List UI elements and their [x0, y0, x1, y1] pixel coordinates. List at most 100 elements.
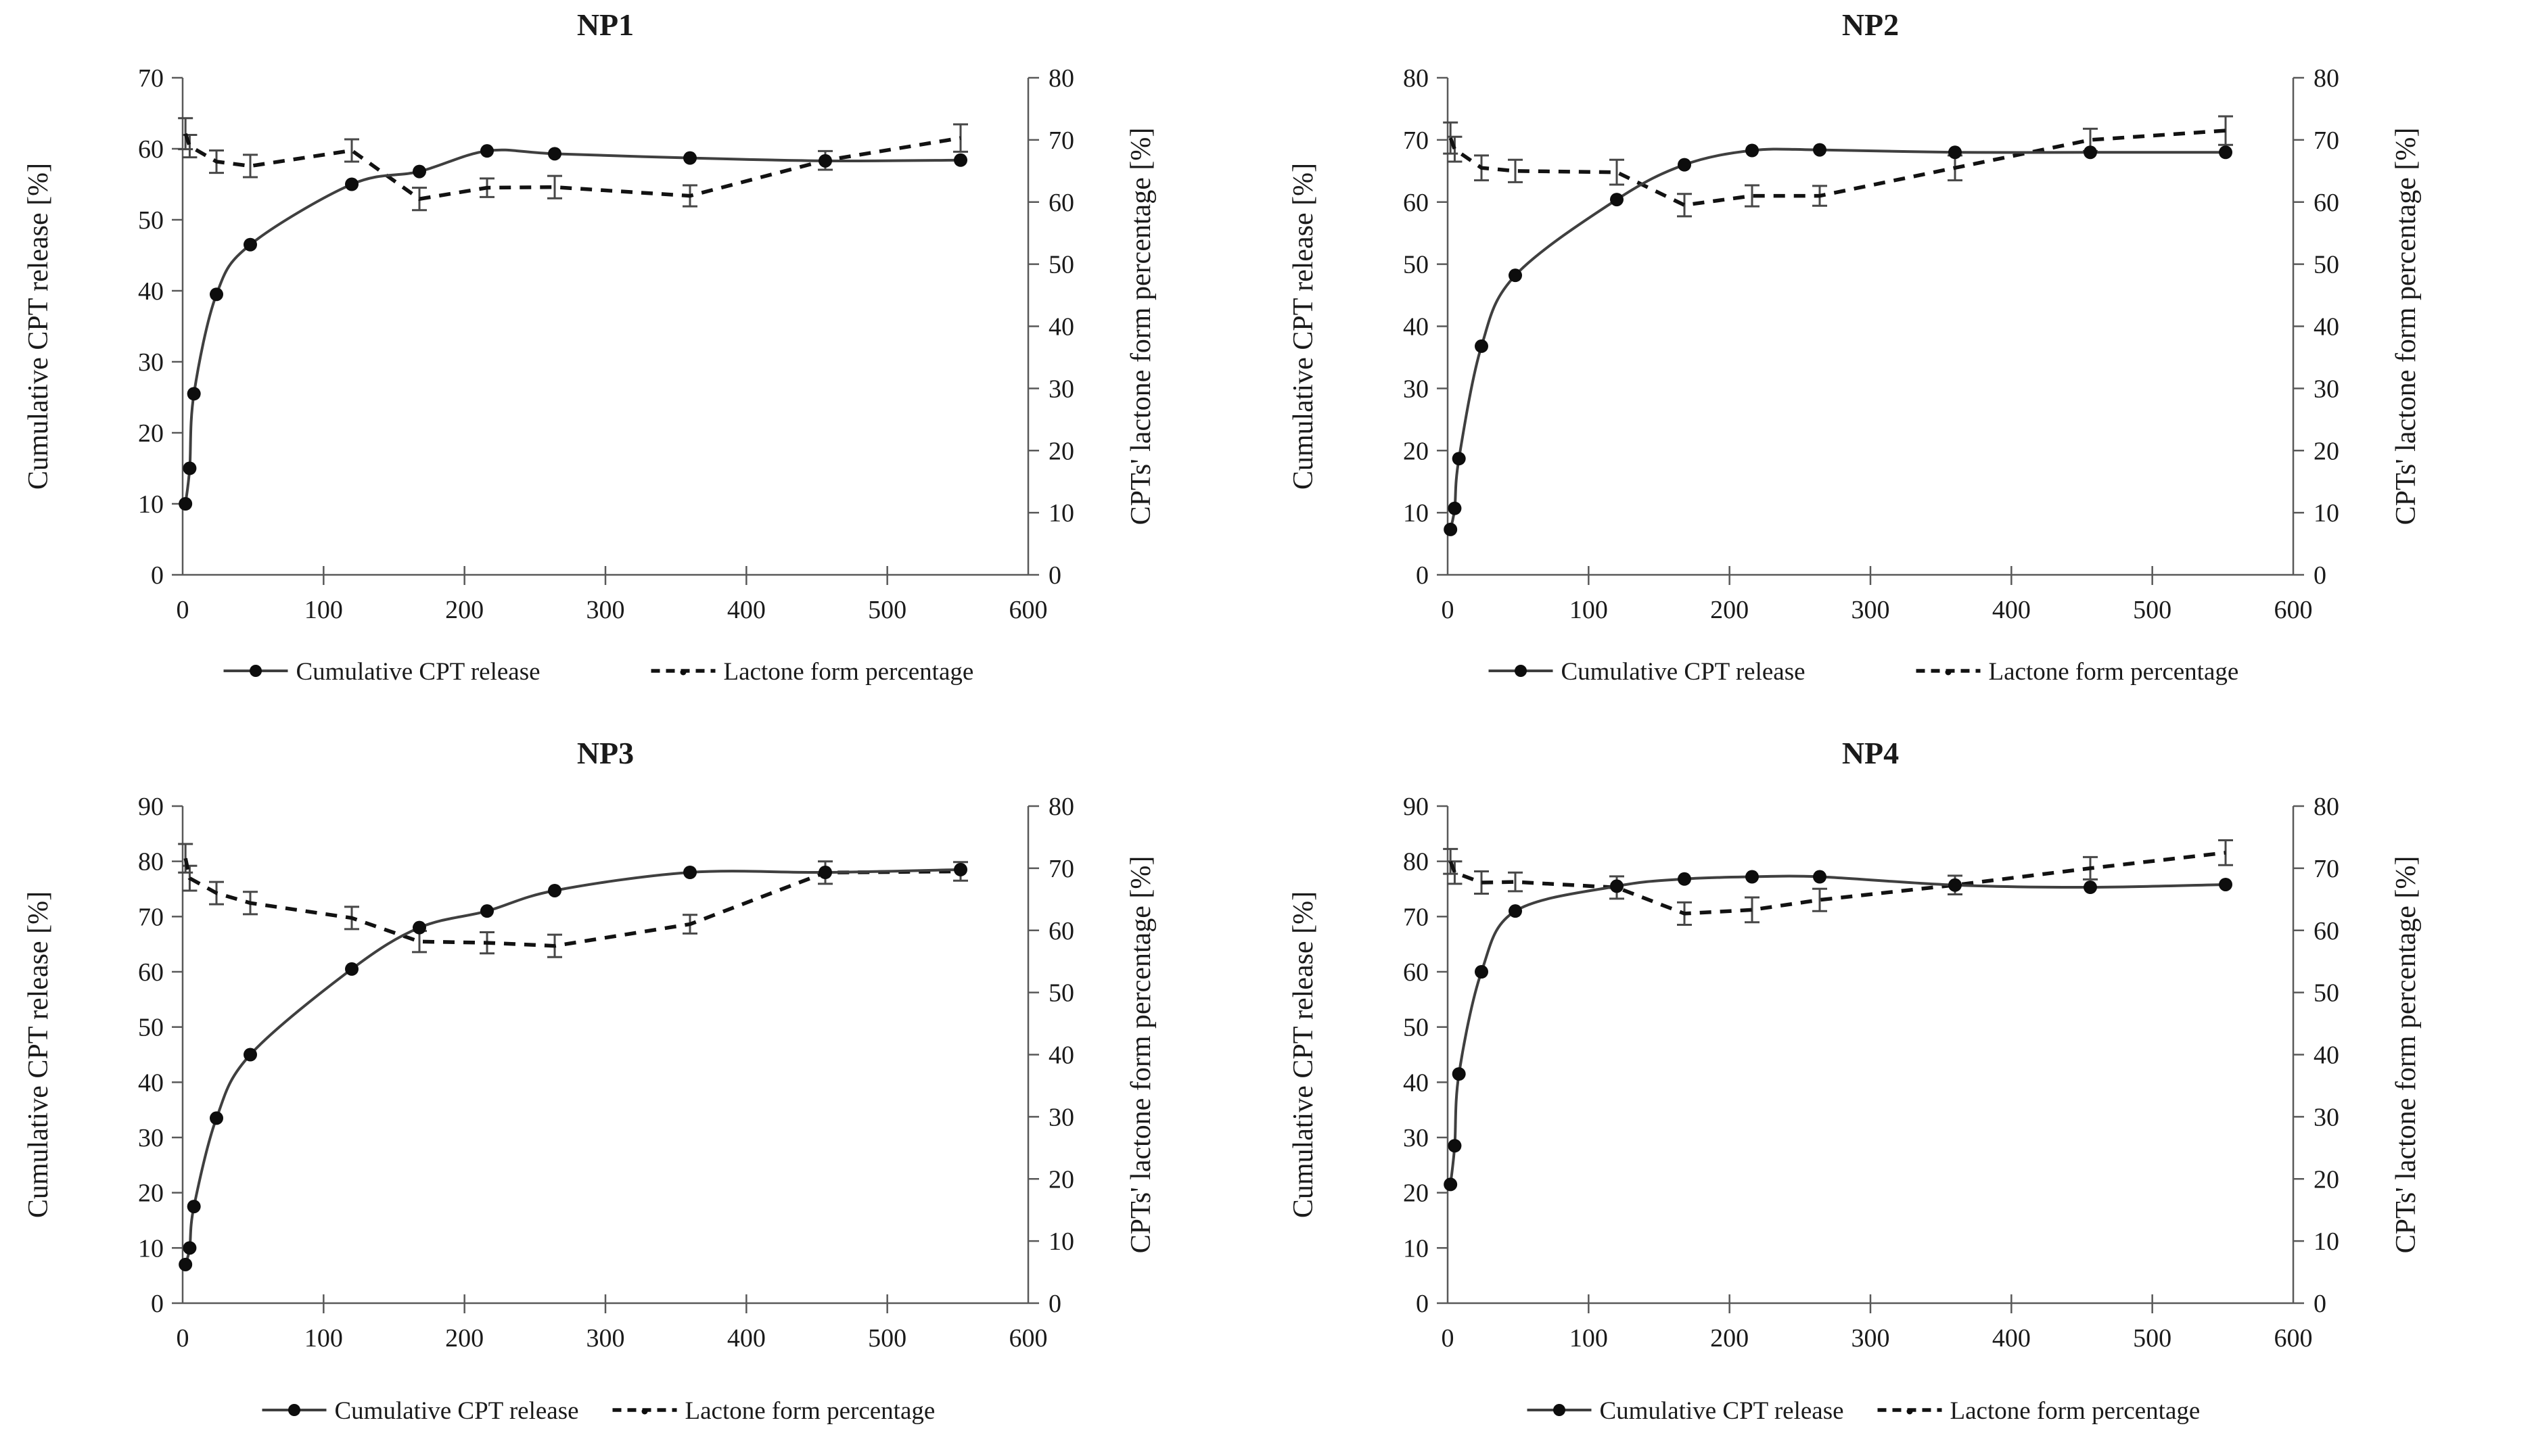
svg-text:300: 300 — [586, 596, 625, 624]
svg-text:Cumulative CPT release [%]: Cumulative CPT release [%] — [23, 891, 54, 1218]
svg-text:0: 0 — [1049, 1290, 1061, 1318]
svg-text:20: 20 — [138, 1179, 164, 1208]
left-y-axis: 0 10 20 30 40 50 60 70 80 90 — [138, 793, 184, 1318]
svg-text:60: 60 — [138, 135, 164, 164]
svg-text:0: 0 — [1416, 1290, 1429, 1318]
svg-text:500: 500 — [2133, 1324, 2171, 1353]
svg-text:40: 40 — [1403, 1068, 1429, 1097]
svg-text:70: 70 — [1403, 903, 1429, 931]
svg-text:30: 30 — [2314, 1103, 2339, 1131]
svg-text:500: 500 — [868, 596, 906, 624]
svg-text:70: 70 — [2314, 126, 2339, 155]
svg-text:50: 50 — [1049, 251, 1074, 279]
svg-text:80: 80 — [2314, 64, 2339, 93]
series-cumulative-cpt-release — [179, 862, 967, 1271]
chart-panel-np1: NP1 0 10 20 30 40 50 60 70 Cumulative CPT release… — [0, 0, 1265, 728]
svg-text:0: 0 — [177, 596, 189, 624]
svg-text:10: 10 — [1049, 499, 1074, 527]
svg-text:70: 70 — [1403, 126, 1429, 155]
right-y-axis: 0 10 20 30 40 50 60 70 80 — [2292, 64, 2339, 590]
svg-text:10: 10 — [138, 490, 164, 519]
svg-text:Lactone form percentage: Lactone form percentage — [724, 658, 974, 686]
svg-text:80: 80 — [1403, 848, 1429, 876]
svg-text:300: 300 — [1852, 1324, 1890, 1353]
svg-text:20: 20 — [1049, 1165, 1074, 1194]
right-y-axis: 0 10 20 30 40 50 60 70 80 — [2292, 793, 2339, 1318]
x-axis: 0 100 200 300 400 500 600 — [177, 566, 1048, 624]
svg-text:50: 50 — [1403, 251, 1429, 279]
svg-text:200: 200 — [445, 1324, 484, 1353]
svg-text:NP4: NP4 — [1842, 736, 1899, 770]
left-y-axis: 0 10 20 30 40 50 60 70 80 — [1403, 64, 1449, 590]
series-lactone-form-percentage — [178, 843, 968, 958]
svg-text:400: 400 — [1992, 1324, 2031, 1353]
svg-text:40: 40 — [2314, 313, 2339, 342]
svg-text:40: 40 — [2314, 1041, 2339, 1070]
svg-text:400: 400 — [727, 1324, 766, 1353]
svg-text:600: 600 — [2274, 596, 2313, 624]
legend-item-cumulative-cpt-release: Cumulative CPT release — [1527, 1397, 1844, 1425]
svg-text:400: 400 — [727, 596, 766, 624]
svg-text:0: 0 — [2314, 561, 2326, 590]
svg-text:10: 10 — [138, 1234, 164, 1263]
svg-text:500: 500 — [2133, 596, 2171, 624]
svg-text:70: 70 — [138, 903, 164, 931]
svg-text:80: 80 — [1049, 64, 1074, 93]
series-lactone-form-percentage — [1443, 839, 2233, 926]
svg-text:0: 0 — [151, 1290, 164, 1318]
svg-text:200: 200 — [1710, 1324, 1749, 1353]
legend-item-cumulative-cpt-release: Cumulative CPT release — [223, 658, 540, 686]
right-y-axis: 0 10 20 30 40 50 60 70 80 — [1027, 793, 1074, 1318]
svg-text:400: 400 — [1992, 596, 2031, 624]
svg-text:20: 20 — [2314, 1165, 2339, 1194]
chart-svg-np4: NP4 0 10 20 30 40 50 60 70 80 90 Cumulative CPT rel… — [1288, 736, 2422, 1425]
svg-text:90: 90 — [138, 793, 164, 821]
svg-text:Cumulative CPT release [%]: Cumulative CPT release [%] — [1288, 163, 1319, 490]
svg-text:10: 10 — [2314, 1227, 2339, 1256]
x-axis: 0 100 200 300 400 500 600 — [177, 1294, 1048, 1353]
legend-item-lactone-form-percentage: Lactone form percentage — [1916, 658, 2239, 686]
svg-text:30: 30 — [138, 348, 164, 377]
svg-text:0: 0 — [1049, 561, 1061, 590]
left-y-axis-label: Cumulative CPT release [%] — [23, 163, 54, 490]
svg-text:40: 40 — [1049, 313, 1074, 342]
svg-text:0: 0 — [151, 561, 164, 590]
svg-text:50: 50 — [138, 206, 164, 235]
error-bars-lactone-form-percentage — [1443, 115, 2233, 218]
series-lactone-form-percentage — [178, 117, 968, 212]
svg-text:30: 30 — [1049, 375, 1074, 403]
x-axis: 0 100 200 300 400 500 600 — [1442, 1294, 2313, 1353]
svg-text:80: 80 — [138, 848, 164, 876]
svg-text:10: 10 — [1403, 1234, 1429, 1263]
svg-text:NP3: NP3 — [577, 736, 634, 770]
chart-svg-np2: NP2 0 10 20 30 40 50 60 70 80 Cumulative CPT relea… — [1288, 7, 2422, 686]
svg-text:NP1: NP1 — [577, 7, 634, 42]
chart-panel-np4: NP4 0 10 20 30 40 50 60 70 80 90 Cumulative CPT rel… — [1265, 728, 2530, 1456]
svg-text:60: 60 — [1403, 958, 1429, 987]
svg-text:200: 200 — [1710, 596, 1749, 624]
svg-text:NP2: NP2 — [1842, 7, 1899, 42]
svg-text:50: 50 — [2314, 979, 2339, 1008]
svg-text:60: 60 — [2314, 189, 2339, 217]
svg-text:Cumulative CPT release: Cumulative CPT release — [296, 658, 540, 686]
svg-text:20: 20 — [2314, 437, 2339, 465]
svg-text:0: 0 — [1442, 1324, 1454, 1353]
svg-text:Lactone form percentage: Lactone form percentage — [1989, 658, 2239, 686]
left-y-axis: 0 10 20 30 40 50 60 70 — [138, 64, 184, 590]
svg-text:40: 40 — [1049, 1041, 1074, 1070]
svg-text:70: 70 — [138, 64, 164, 93]
svg-text:90: 90 — [1403, 793, 1429, 821]
right-y-axis-label: CPTs' lactone form percentage [%] — [2391, 856, 2422, 1254]
svg-text:50: 50 — [1403, 1014, 1429, 1042]
svg-text:CPTs' lactone form percentage: CPTs' lactone form percentage [%] — [1126, 856, 1157, 1254]
left-y-axis: 0 10 20 30 40 50 60 70 80 90 — [1403, 793, 1449, 1318]
legend-item-lactone-form-percentage: Lactone form percentage — [612, 1397, 935, 1425]
legend: Cumulative CPT release Lactone form perce… — [262, 1397, 935, 1425]
legend-item-cumulative-cpt-release: Cumulative CPT release — [262, 1397, 579, 1425]
right-y-axis: 0 10 20 30 40 50 60 70 80 — [1027, 64, 1074, 590]
svg-text:100: 100 — [304, 1324, 343, 1353]
chart-panel-np2: NP2 0 10 20 30 40 50 60 70 80 Cumulative CPT relea… — [1265, 0, 2530, 728]
legend: Cumulative CPT release Lactone form perce… — [223, 658, 974, 686]
right-y-axis-label: CPTs' lactone form percentage [%] — [1126, 856, 1157, 1254]
